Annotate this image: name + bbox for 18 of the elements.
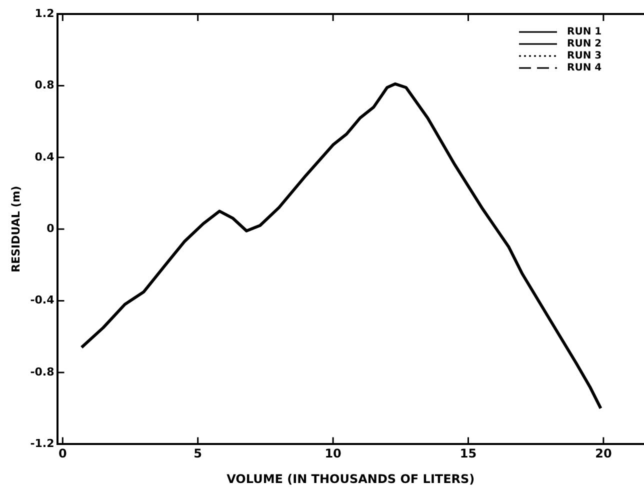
x-tick-label: 15 <box>460 446 477 461</box>
legend-label: RUN 2 <box>567 38 602 50</box>
y-tick-label: -0.4 <box>30 294 55 307</box>
legend-label: RUN 1 <box>567 26 602 38</box>
y-axis-title: RESIDUAL (m) <box>9 186 22 272</box>
x-tick-label: 20 <box>595 446 612 461</box>
x-tick-label: 0 <box>58 446 67 461</box>
y-tick-label: 0 <box>46 222 55 235</box>
y-tick-label: 1.2 <box>34 6 54 20</box>
legend-label: RUN 4 <box>567 62 602 74</box>
y-tick-label: 0.4 <box>34 150 55 164</box>
x-tick-label: 5 <box>194 446 202 461</box>
y-tick-label: 0.8 <box>34 78 54 92</box>
x-axis-title: VOLUME (IN THOUSANDS OF LITERS) <box>226 472 475 486</box>
y-tick-label: -1.2 <box>30 437 54 450</box>
x-tick-label: 10 <box>324 446 342 461</box>
legend-label: RUN 3 <box>567 50 602 62</box>
y-tick-label: -0.8 <box>30 365 54 378</box>
